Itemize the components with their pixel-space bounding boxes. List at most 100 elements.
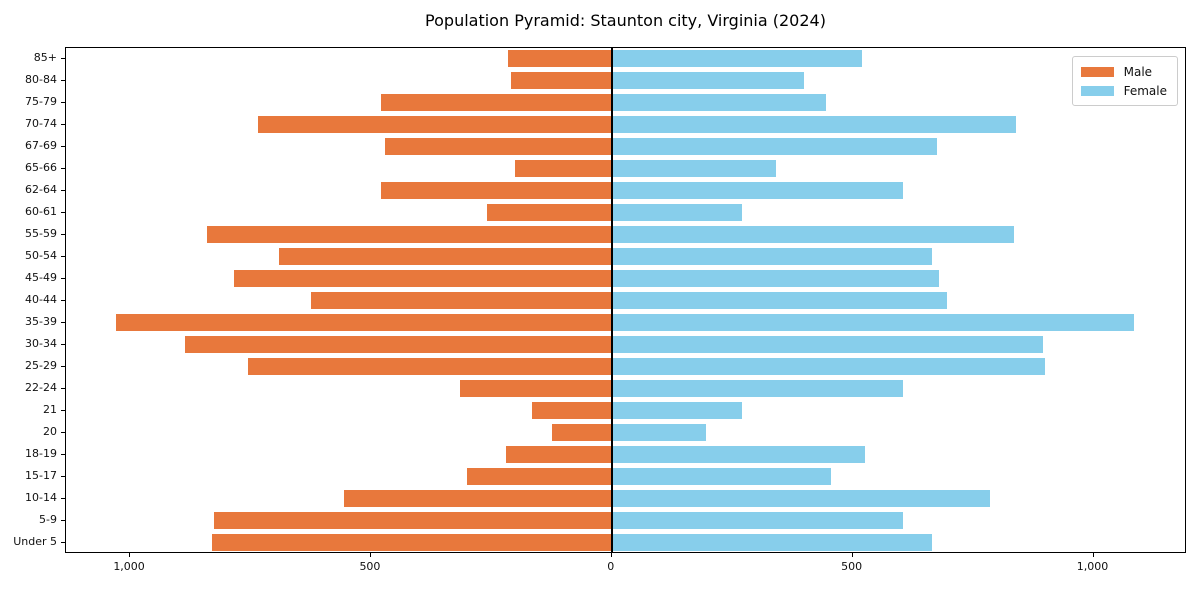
bar-female-85 xyxy=(611,49,863,67)
bar-male-5-9 xyxy=(214,511,612,529)
bar-female-25-29 xyxy=(611,357,1046,375)
bar-male-62-64 xyxy=(380,181,612,199)
y-label-30-34: 30-34 xyxy=(25,337,57,350)
y-label-40-44: 40-44 xyxy=(25,293,57,306)
y-tick-60-61 xyxy=(61,211,65,213)
bar-female-65-66 xyxy=(611,159,776,177)
bar-male-under-5 xyxy=(211,533,612,551)
bar-male-45-49 xyxy=(233,269,612,287)
legend-label-male: Male xyxy=(1123,64,1153,79)
x-tick-500-1 xyxy=(369,553,371,557)
y-tick-35-39 xyxy=(61,321,65,323)
y-label-80-84: 80-84 xyxy=(25,73,57,86)
x-label-0-2: 0 xyxy=(607,560,615,573)
bar-female-15-17 xyxy=(611,467,831,485)
bar-male-30-34 xyxy=(185,335,612,353)
legend: Male Female xyxy=(1071,56,1178,106)
chart-title: Population Pyramid: Staunton city, Virgi… xyxy=(425,11,826,30)
bar-female-40-44 xyxy=(611,291,947,309)
y-label-5-9: 5-9 xyxy=(39,513,57,526)
bar-female-18-19 xyxy=(611,445,865,463)
bar-female-22-24 xyxy=(611,379,904,397)
bar-male-22-24 xyxy=(460,379,612,397)
bar-male-20 xyxy=(551,423,612,441)
y-tick-45-49 xyxy=(61,277,65,279)
y-tick-70-74 xyxy=(61,123,65,125)
bar-male-55-59 xyxy=(207,225,612,243)
y-tick-20 xyxy=(61,431,65,433)
y-tick-67-69 xyxy=(61,145,65,147)
y-tick-21 xyxy=(61,409,65,411)
y-tick-22-24 xyxy=(61,387,65,389)
x-tick-1-000-4 xyxy=(1092,553,1094,557)
bar-male-70-74 xyxy=(257,115,612,133)
bar-female-70-74 xyxy=(611,115,1017,133)
y-label-45-49: 45-49 xyxy=(25,271,57,284)
bar-male-40-44 xyxy=(310,291,612,309)
zero-axis-line xyxy=(610,48,613,552)
x-tick-1-000-0 xyxy=(129,553,131,557)
x-tick-500-3 xyxy=(851,553,853,557)
x-label-1-000-4: 1,000 xyxy=(1076,560,1109,573)
y-label-35-39: 35-39 xyxy=(25,315,57,328)
bar-male-21 xyxy=(532,401,612,419)
legend-item-female: Female xyxy=(1080,81,1167,100)
bar-male-80-84 xyxy=(510,71,612,89)
y-label-50-54: 50-54 xyxy=(25,249,57,262)
bar-female-45-49 xyxy=(611,269,940,287)
y-tick-55-59 xyxy=(61,233,65,235)
bar-female-55-59 xyxy=(611,225,1015,243)
bar-female-35-39 xyxy=(611,313,1135,331)
y-label-85: 85+ xyxy=(33,51,57,64)
bar-female-62-64 xyxy=(611,181,904,199)
y-label-under-5: Under 5 xyxy=(13,535,57,548)
y-tick-10-14 xyxy=(61,497,65,499)
y-tick-65-66 xyxy=(61,167,65,169)
y-label-21: 21 xyxy=(43,403,57,416)
y-tick-85 xyxy=(61,57,65,59)
legend-item-male: Male xyxy=(1080,62,1167,81)
y-tick-18-19 xyxy=(61,453,65,455)
y-tick-80-84 xyxy=(61,79,65,81)
bar-female-67-69 xyxy=(611,137,937,155)
x-label-500-1: 500 xyxy=(359,560,381,573)
y-label-67-69: 67-69 xyxy=(25,139,57,152)
bar-male-18-19 xyxy=(505,445,612,463)
bar-male-25-29 xyxy=(248,357,612,375)
y-label-25-29: 25-29 xyxy=(25,359,57,372)
female-color-swatch xyxy=(1080,85,1114,96)
y-tick-15-17 xyxy=(61,475,65,477)
y-tick-30-34 xyxy=(61,343,65,345)
bar-male-65-66 xyxy=(515,159,612,177)
male-color-swatch xyxy=(1080,66,1114,77)
y-tick-under-5 xyxy=(61,541,65,543)
bar-male-60-61 xyxy=(486,203,612,221)
bar-male-50-54 xyxy=(279,247,612,265)
bar-female-under-5 xyxy=(611,533,933,551)
y-label-70-74: 70-74 xyxy=(25,117,57,130)
y-label-15-17: 15-17 xyxy=(25,469,57,482)
y-label-10-14: 10-14 xyxy=(25,491,57,504)
y-tick-62-64 xyxy=(61,189,65,191)
bar-male-10-14 xyxy=(344,489,612,507)
y-label-55-59: 55-59 xyxy=(25,227,57,240)
bar-female-20 xyxy=(611,423,706,441)
x-label-1-000-0: 1,000 xyxy=(113,560,145,573)
y-label-22-24: 22-24 xyxy=(25,381,57,394)
bar-female-50-54 xyxy=(611,247,933,265)
y-label-60-61: 60-61 xyxy=(25,205,57,218)
bar-female-80-84 xyxy=(611,71,805,89)
bar-female-10-14 xyxy=(611,489,990,507)
y-tick-25-29 xyxy=(61,365,65,367)
y-label-65-66: 65-66 xyxy=(25,161,57,174)
bar-male-75-79 xyxy=(380,93,612,111)
bar-female-5-9 xyxy=(611,511,904,529)
y-tick-5-9 xyxy=(61,519,65,521)
legend-label-female: Female xyxy=(1123,83,1167,98)
y-tick-40-44 xyxy=(61,299,65,301)
bar-male-67-69 xyxy=(385,137,612,155)
y-tick-75-79 xyxy=(61,101,65,103)
bar-female-21 xyxy=(611,401,742,419)
y-label-62-64: 62-64 xyxy=(25,183,57,196)
